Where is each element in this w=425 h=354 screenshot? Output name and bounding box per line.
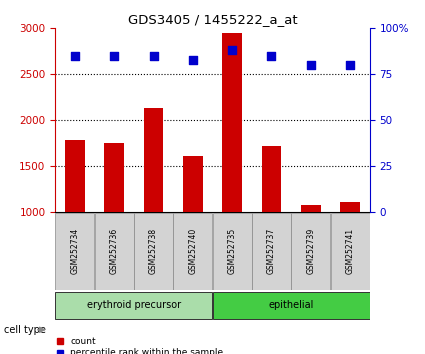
Text: GSM252738: GSM252738 [149, 228, 158, 274]
Point [347, 62, 354, 68]
Point [71, 53, 78, 59]
Point [229, 47, 235, 53]
Text: GSM252740: GSM252740 [188, 228, 197, 274]
Bar [301, 205, 320, 212]
Bar [183, 156, 203, 212]
Bar [173, 213, 212, 290]
Text: epithelial: epithelial [269, 300, 314, 310]
Bar [212, 213, 252, 290]
Text: GSM252739: GSM252739 [306, 228, 315, 274]
Bar [252, 213, 291, 290]
Text: GSM252734: GSM252734 [71, 228, 79, 274]
Bar [65, 140, 85, 212]
Text: cell type: cell type [4, 325, 46, 335]
Point [150, 53, 157, 59]
Bar [55, 292, 212, 319]
Text: GSM252737: GSM252737 [267, 228, 276, 274]
Bar [291, 213, 330, 290]
Point [111, 53, 118, 59]
Text: GSM252741: GSM252741 [346, 228, 354, 274]
Bar [340, 202, 360, 212]
Bar [95, 213, 134, 290]
Point [307, 62, 314, 68]
Bar [144, 108, 163, 212]
Bar [212, 292, 370, 319]
Text: GSM252735: GSM252735 [228, 228, 237, 274]
Title: GDS3405 / 1455222_a_at: GDS3405 / 1455222_a_at [128, 13, 298, 26]
Text: percentile rank within the sample: percentile rank within the sample [70, 348, 223, 354]
Point [268, 53, 275, 59]
Bar [262, 146, 281, 212]
Text: count: count [70, 337, 96, 346]
Point [190, 57, 196, 62]
Bar [55, 213, 94, 290]
Bar [331, 213, 370, 290]
Bar [134, 213, 173, 290]
Text: GSM252736: GSM252736 [110, 228, 119, 274]
Text: erythroid precursor: erythroid precursor [87, 300, 181, 310]
Bar [105, 143, 124, 212]
Bar [222, 33, 242, 212]
